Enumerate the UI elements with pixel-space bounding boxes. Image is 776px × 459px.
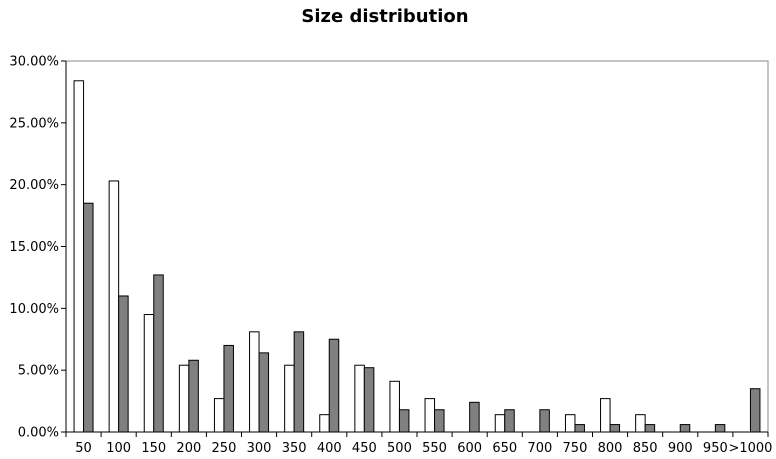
- bar-series-1: [494, 414, 506, 433]
- x-tick-label: >1000: [728, 441, 772, 456]
- bar-series-2: [188, 359, 199, 433]
- y-tick-label: 10.00%: [9, 302, 59, 317]
- x-tick-label: 600: [457, 441, 482, 456]
- y-tick-label: 30.00%: [9, 55, 59, 70]
- x-tick-label: 400: [317, 441, 342, 456]
- bar-series-1: [600, 398, 611, 433]
- bar-series-2: [504, 409, 515, 433]
- bar-series-1: [108, 180, 120, 433]
- x-tick-label: 850: [633, 441, 658, 456]
- bar-series-2: [153, 274, 164, 433]
- x-tick-label: 200: [176, 441, 201, 456]
- chart-title: Size distribution: [301, 6, 468, 27]
- bar-series-2: [469, 401, 480, 433]
- x-ticks-group: 50 100 150 200 250 300 350 400 450 500 550 600 650 70…: [65, 432, 772, 456]
- x-tick-label: 800: [598, 441, 623, 456]
- x-tick-label: 300: [247, 441, 272, 456]
- bar-series-2: [714, 424, 726, 433]
- x-tick-label: 500: [387, 441, 412, 456]
- bar-series-2: [539, 409, 550, 433]
- bar-series-2: [223, 344, 234, 433]
- x-tick-label: 750: [563, 441, 588, 456]
- x-tick-label: 250: [212, 441, 237, 456]
- x-tick-label: 50: [75, 441, 92, 456]
- x-tick-label: 350: [282, 441, 307, 456]
- bar-series-2: [749, 388, 761, 433]
- bar-series-2: [679, 424, 691, 433]
- y-tick-label: 20.00%: [9, 178, 59, 193]
- bar-series-2: [644, 424, 656, 433]
- x-tick-label: 150: [141, 441, 166, 456]
- x-tick-label: 950: [703, 441, 728, 456]
- bar-series-2: [398, 409, 410, 433]
- bar-series-1: [424, 398, 436, 433]
- x-tick-label: 650: [492, 441, 517, 456]
- bar-series-1: [319, 414, 330, 433]
- y-tick-label: 25.00%: [9, 116, 59, 131]
- y-tick-label: 15.00%: [9, 240, 59, 255]
- bar-series-2: [363, 367, 375, 433]
- bar-series-1: [564, 414, 576, 433]
- y-ticks-group: 0.00% 5.00% 10.00% 15.00% 20.00% 25.00% 30.00%: [9, 55, 66, 441]
- bar-series-1: [389, 380, 400, 433]
- y-tick-label: 0.00%: [18, 426, 59, 441]
- bar-series-2: [434, 409, 445, 433]
- bar-series-2: [258, 352, 270, 433]
- x-tick-label: 550: [422, 441, 447, 456]
- bar-series-1: [249, 331, 260, 433]
- x-tick-label: 700: [527, 441, 552, 456]
- bars-group: [73, 80, 761, 433]
- y-tick-label: 5.00%: [18, 364, 59, 379]
- bar-series-1: [73, 80, 85, 433]
- bar-series-1: [284, 364, 295, 433]
- bar-series-2: [328, 338, 340, 433]
- bar-series-2: [293, 331, 305, 433]
- bar-series-2: [574, 424, 585, 433]
- bar-series-1: [354, 364, 365, 433]
- bar-series-1: [178, 364, 190, 433]
- x-tick-label: 900: [668, 441, 693, 456]
- bar-series-1: [143, 314, 155, 433]
- bar-series-1: [635, 414, 646, 433]
- bar-series-2: [118, 295, 129, 433]
- plot-frame: [65, 60, 769, 433]
- bar-series-1: [213, 398, 225, 433]
- bar-series-2: [609, 424, 621, 433]
- bar-series-2: [83, 202, 94, 433]
- x-tick-label: 100: [106, 441, 131, 456]
- x-tick-label: 450: [352, 441, 377, 456]
